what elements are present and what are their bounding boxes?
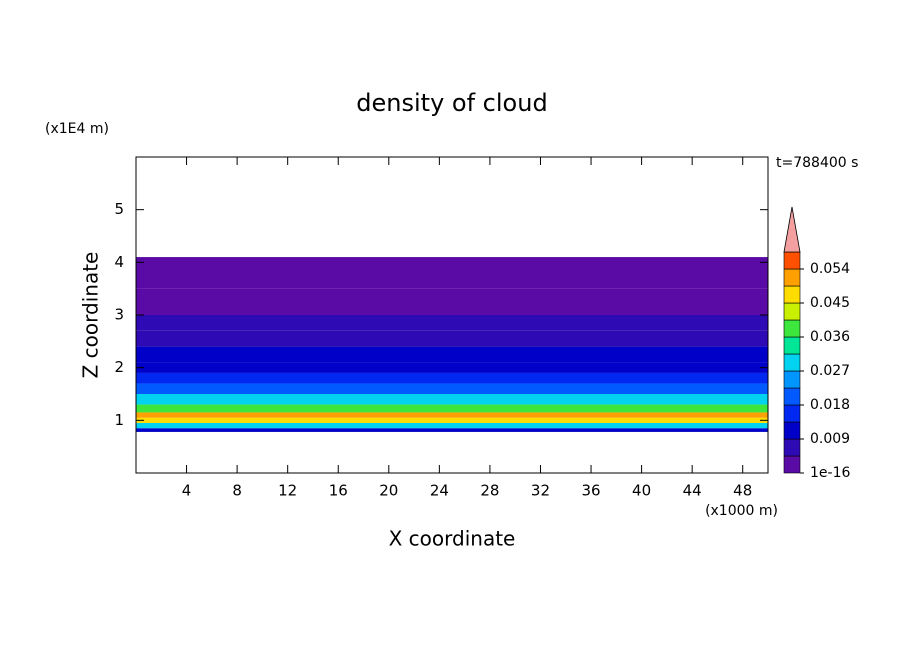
colorbar-box (783, 251, 801, 270)
y-axis-label: Z coordinate (79, 252, 103, 379)
colorbar-box (783, 353, 801, 372)
density-band (136, 394, 768, 405)
x-tick-label: 4 (182, 482, 192, 500)
density-band (136, 257, 768, 289)
x-tick-label: 48 (733, 482, 752, 500)
colorbar-box (783, 319, 801, 338)
density-band (136, 422, 768, 429)
colorbar-box (783, 438, 801, 457)
x-tick-label: 36 (581, 482, 600, 500)
x-tick-label: 28 (480, 482, 499, 500)
colorbar-box (783, 455, 801, 474)
density-band (136, 428, 768, 432)
colorbar-label: 0.027 (810, 363, 850, 379)
density-band (136, 372, 768, 384)
colorbar-box (783, 268, 801, 287)
density-band (136, 417, 768, 423)
x-tick-label: 32 (531, 482, 550, 500)
x-unit: (x1000 m) (705, 503, 778, 519)
chart-title: density of cloud (356, 89, 547, 117)
x-tick-label: 40 (632, 482, 651, 500)
density-band (136, 288, 768, 315)
colorbar-box (783, 302, 801, 321)
density-band (136, 315, 768, 331)
colorbar-box (783, 285, 801, 304)
colorbar-label: 0.036 (810, 329, 850, 345)
y-tick-label: 4 (114, 253, 124, 271)
y-tick-label: 3 (114, 306, 124, 324)
colorbar-box (783, 404, 801, 423)
x-tick-label: 24 (430, 482, 449, 500)
x-tick-label: 8 (232, 482, 242, 500)
x-tick-label: 44 (683, 482, 702, 500)
y-unit: (x1E4 m) (45, 121, 109, 137)
density-band (136, 362, 768, 373)
x-tick-label: 12 (278, 482, 297, 500)
y-tick-label: 2 (114, 358, 124, 376)
colorbar-label: 1e-16 (810, 465, 850, 481)
x-axis-label: X coordinate (389, 527, 516, 551)
y-tick-label: 1 (114, 411, 124, 429)
colorbar-label: 0.054 (810, 261, 850, 277)
colorbar-box (783, 387, 801, 406)
density-band (136, 346, 768, 363)
colorbar-box (783, 370, 801, 389)
colorbar-label: 0.009 (810, 431, 850, 447)
colorbar-box (783, 336, 801, 355)
y-tick-label: 5 (114, 200, 124, 218)
x-tick-label: 20 (379, 482, 398, 500)
density-band (136, 330, 768, 347)
annotation: t=788400 s (776, 155, 858, 171)
colorbar-label: 0.045 (810, 295, 850, 311)
colorbar-box (783, 421, 801, 440)
colorbar-label: 0.018 (810, 397, 850, 413)
density-band (136, 412, 768, 418)
colorbar-overflow (783, 206, 801, 253)
x-tick-label: 16 (329, 482, 348, 500)
density-band (136, 404, 768, 413)
density-band (136, 383, 768, 394)
